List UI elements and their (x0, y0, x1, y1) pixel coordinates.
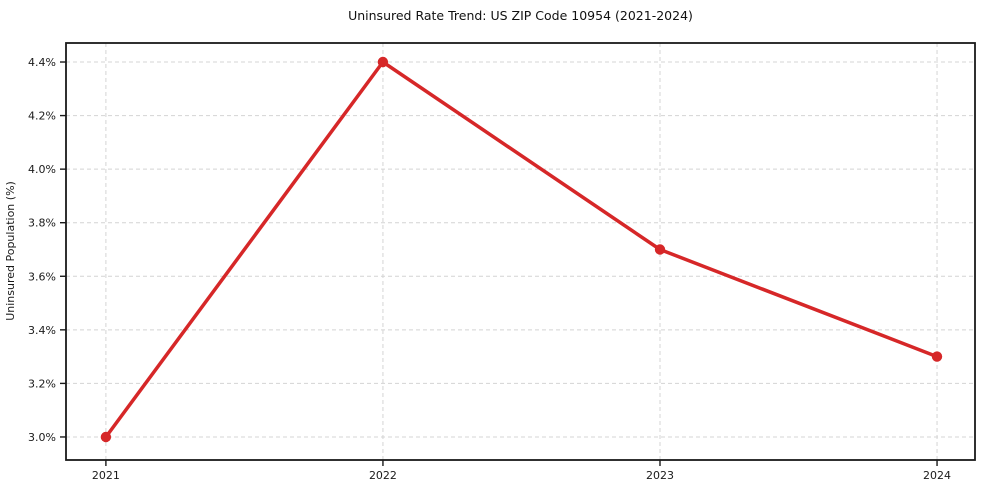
data-point-marker (100, 431, 112, 443)
y-axis-label: Uninsured Population (%) (4, 181, 17, 321)
data-point-marker (654, 244, 666, 255)
data-point-marker (377, 56, 389, 68)
y-tick-label: 3.4% (28, 324, 56, 337)
data-point-marker (931, 351, 943, 362)
y-tick-label: 3.0% (28, 431, 56, 444)
y-tick-label: 4.0% (28, 163, 56, 176)
x-tick-label: 2024 (923, 469, 951, 482)
x-tick-label: 2022 (369, 469, 397, 482)
y-tick-label: 3.2% (28, 377, 56, 390)
x-tick-label: 2021 (92, 469, 120, 482)
axes-spine (65, 42, 976, 461)
plot-content: 3.0% 3.2% 3.4% 3.6% 3.8% 4.0% 4.2% 4.4% 2021 2022… (28, 42, 976, 482)
chart-title: Uninsured Rate Trend: US ZIP Code 10954 … (348, 8, 693, 23)
x-tick-label: 2023 (646, 469, 674, 482)
y-tick-label: 4.4% (28, 56, 56, 69)
y-tick-label: 4.2% (28, 110, 56, 123)
y-tick-label: 3.6% (28, 270, 56, 283)
trend-line (104, 60, 939, 439)
y-tick-label: 3.8% (28, 217, 56, 230)
